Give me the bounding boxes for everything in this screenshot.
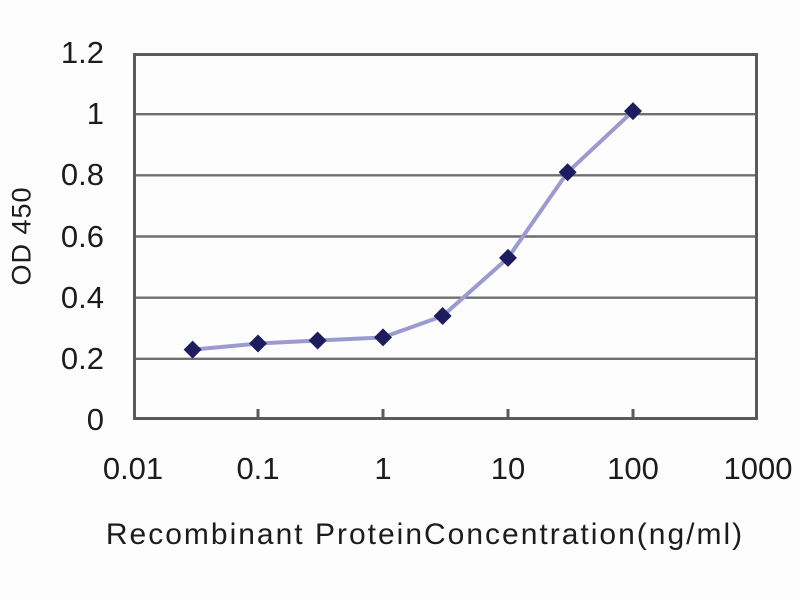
x-tick-label: 1000 <box>723 451 793 486</box>
data-point-marker <box>499 248 517 267</box>
data-line <box>192 109 635 352</box>
x-axis-title: Recombinant ProteinConcentration(ng/ml) <box>105 518 745 551</box>
y-tick-label: 1 <box>86 96 104 132</box>
data-point-marker <box>249 334 267 353</box>
y-tick-label: 1.2 <box>60 35 104 70</box>
data-point-marker <box>374 328 392 347</box>
plot-border <box>133 53 758 420</box>
x-tick-label: 10 <box>490 451 526 486</box>
data-point-marker <box>183 340 202 359</box>
x-tick-label: 0.01 <box>102 451 164 486</box>
y-tick-label: 0 <box>86 402 104 437</box>
x-tick-label: 0.1 <box>236 451 280 486</box>
chart-canvas <box>133 53 758 420</box>
x-tick-label: 100 <box>607 451 659 486</box>
data-point-marker <box>624 102 642 121</box>
y-tick-label: 0.2 <box>60 340 104 376</box>
y-tick-label: 0.4 <box>60 279 104 315</box>
data-point-marker <box>558 163 577 182</box>
data-point-marker <box>308 331 327 350</box>
x-tick-label: 1 <box>374 451 392 486</box>
y-tick-label: 0.8 <box>60 157 104 193</box>
y-tick-label: 0.6 <box>60 218 104 254</box>
data-point-marker <box>433 307 452 326</box>
